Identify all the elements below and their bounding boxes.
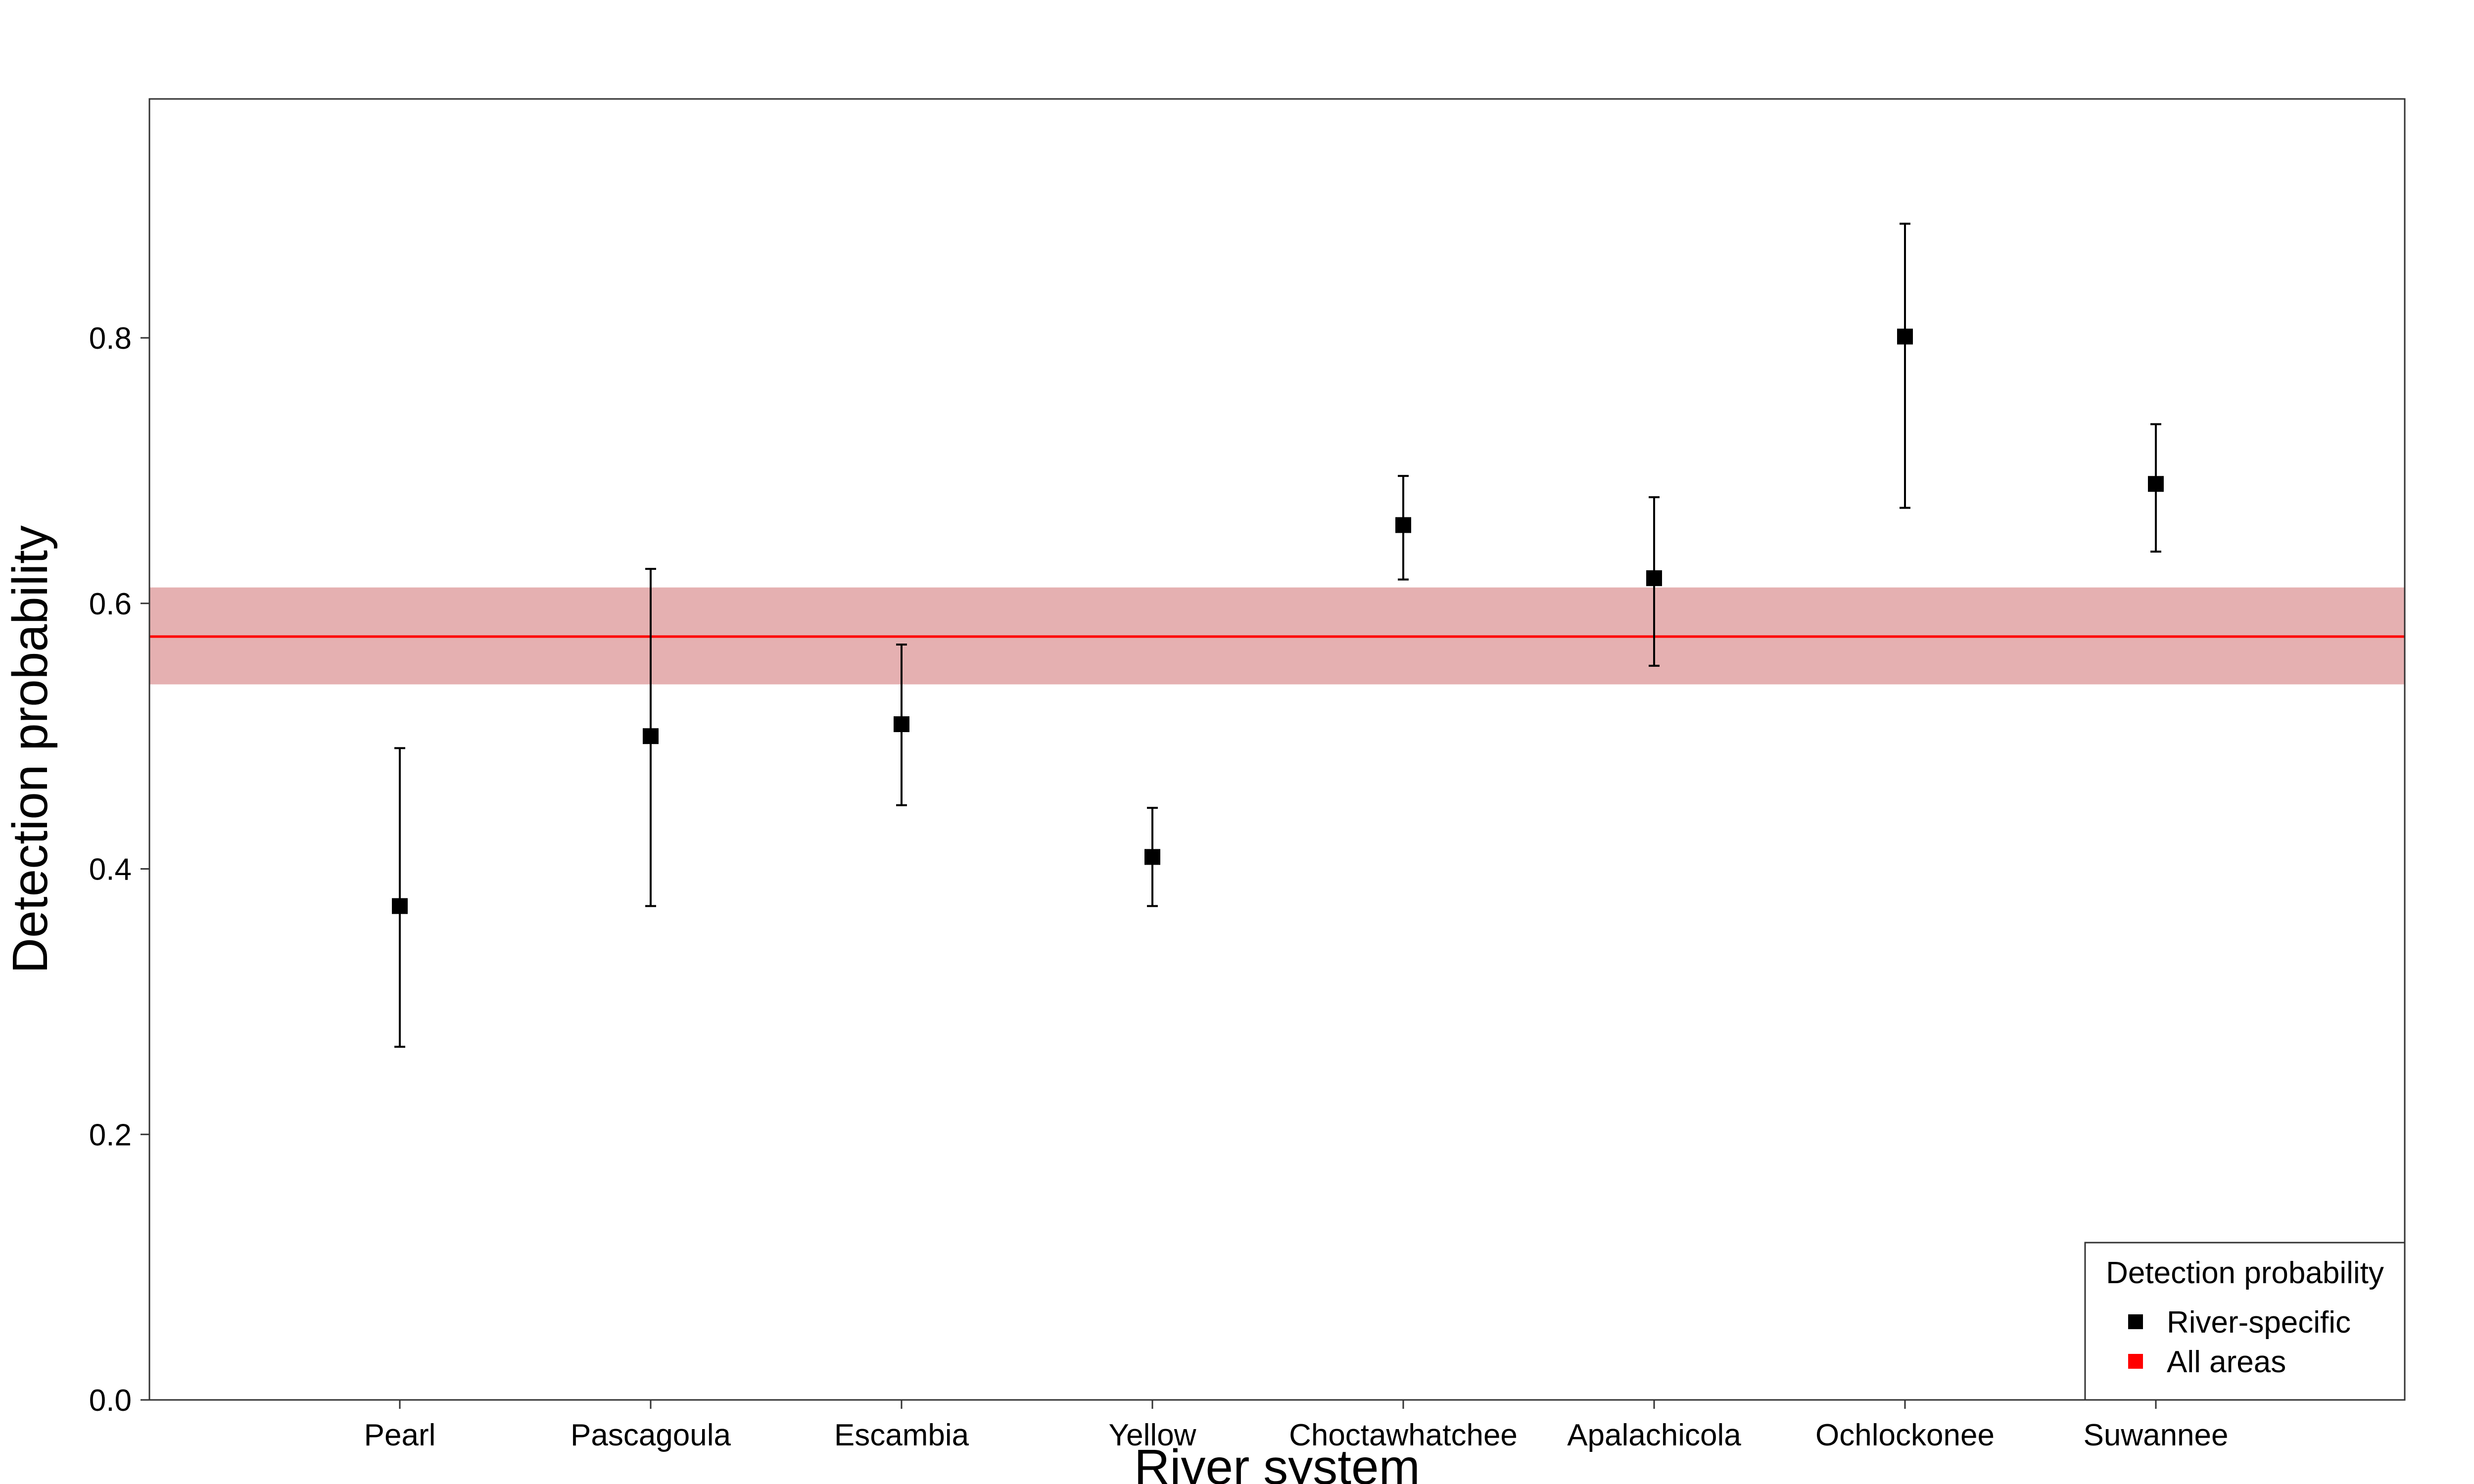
point-marker	[2148, 476, 2164, 492]
x-tick-label: Escambia	[834, 1418, 969, 1452]
y-tick-label: 0.0	[89, 1384, 132, 1418]
y-axis: 0.0 0.2 0.4 0.6 0.8	[89, 322, 149, 1418]
all-areas-band-layer	[149, 587, 2405, 685]
x-axis-title: River system	[1134, 1439, 1420, 1484]
data-point-escambia	[894, 643, 909, 806]
point-marker	[1395, 517, 1411, 533]
x-tick-label: Suwannee	[2083, 1418, 2228, 1452]
data-point-yellow	[1144, 807, 1160, 907]
y-tick-label: 0.4	[89, 853, 132, 887]
point-marker	[1646, 570, 1662, 586]
y-tick-label: 0.6	[89, 587, 132, 621]
data-point-ochlockonee	[1897, 223, 1913, 509]
y-axis-title: Detection probability	[2, 525, 58, 974]
data-point-pascagoula	[643, 568, 659, 907]
legend-title: Detection probability	[2106, 1256, 2384, 1290]
point-marker	[894, 716, 909, 733]
x-tick-label: Choctawhatchee	[1289, 1418, 1518, 1452]
plot-frame	[148, 98, 2406, 1401]
point-marker	[1144, 849, 1160, 865]
data-point-suwannee	[2148, 423, 2164, 553]
y-tick-label: 0.8	[89, 322, 132, 356]
x-tick-label: Yellow	[1109, 1418, 1196, 1452]
legend-label-all-areas: All areas	[2167, 1345, 2286, 1379]
y-tick-label: 0.2	[89, 1118, 132, 1152]
x-tick-label: Apalachicola	[1567, 1418, 1741, 1452]
x-axis: Pearl Pascagoula Escambia Yellow Choctawhatc…	[364, 1400, 2229, 1452]
legend-label-river-specific: River-specific	[2167, 1305, 2351, 1340]
data-point-pearl	[392, 747, 408, 1048]
legend: Detection probability River-specific All…	[2084, 1242, 2406, 1401]
x-tick-label: Pascagoula	[571, 1418, 731, 1452]
legend-swatch-river-specific	[2128, 1314, 2143, 1329]
x-tick-label: Pearl	[364, 1418, 436, 1452]
point-marker	[1897, 328, 1913, 345]
data-point-choctawhatchee	[1395, 475, 1411, 581]
point-marker	[643, 728, 659, 744]
x-tick-label: Ochlockonee	[1815, 1418, 1995, 1452]
river-specific-series	[392, 223, 2164, 1048]
point-marker	[392, 898, 408, 914]
legend-swatch-all-areas	[2128, 1354, 2143, 1369]
data-point-apalachicola	[1646, 496, 1662, 667]
